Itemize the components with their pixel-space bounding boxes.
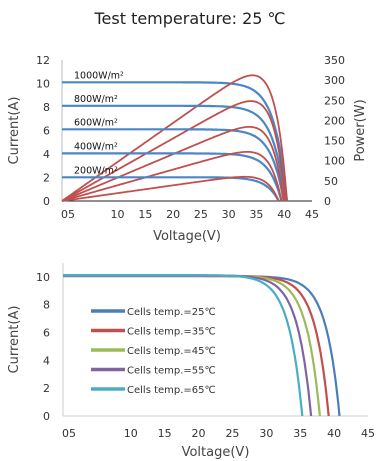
chart-heading: Test temperature: 25 ℃ [94, 9, 286, 28]
y-right-tick-label: 50 [324, 175, 338, 188]
x-tick-label: 10 [124, 427, 138, 440]
x-tick-label: 15 [158, 427, 172, 440]
y-tick-label: 2 [43, 382, 50, 395]
y-left-tick-label: 4 [43, 148, 50, 161]
x-tick-label: 05 [62, 427, 76, 440]
x-tick-label: 30 [259, 427, 273, 440]
x-tick-label: 05 [61, 208, 75, 221]
x-tick-label: 40 [277, 208, 291, 221]
iv-pv-irradiance-chart: 05 10 15 20 25 30 35 40 45 0 2 4 6 8 10 12 0 50 100 150 200 2… [7, 54, 368, 244]
x-tick-label: 10 [111, 208, 125, 221]
y-axis-left-label: Current(A) [7, 97, 22, 165]
legend-label: Cells temp.=55℃ [127, 366, 216, 377]
series-label: 600W/m² [74, 117, 118, 128]
legend-label: Cells temp.=65℃ [127, 385, 216, 396]
current-curve [62, 81, 289, 202]
y-right-tick-label: 0 [324, 195, 331, 208]
x-axis-label: Voltage(V) [182, 445, 250, 460]
series-label: 1000W/m² [74, 70, 124, 81]
temperature-curve [63, 274, 304, 417]
current-curve [62, 128, 285, 202]
y-left-tick-label: 12 [36, 54, 50, 67]
y-left-tick-label: 2 [43, 172, 50, 185]
power-curve [61, 175, 280, 202]
power-curve [61, 151, 283, 202]
x-tick-label: 40 [327, 427, 341, 440]
y-tick-label: 4 [43, 354, 50, 367]
y-tick-label: 8 [43, 299, 50, 312]
x-tick-label: 25 [225, 427, 239, 440]
y-right-tick-label: 350 [324, 54, 345, 67]
power-curve [61, 74, 288, 202]
x-tick-label: 35 [249, 208, 263, 221]
y-right-tick-label: 150 [324, 135, 345, 148]
current-curve [62, 152, 283, 202]
current-curve [62, 176, 280, 202]
legend-label: Cells temp.=25℃ [127, 307, 216, 318]
y-left-tick-label: 8 [43, 101, 50, 114]
y-axis-label: Current(A) [7, 306, 22, 374]
y-left-tick-label: 10 [36, 78, 50, 91]
x-axis-label: Voltage(V) [153, 229, 221, 244]
x-tick-label: 25 [194, 208, 208, 221]
current-curve [62, 104, 287, 202]
x-tick-label: 30 [222, 208, 236, 221]
y-tick-label: 10 [36, 271, 50, 284]
y-right-tick-label: 300 [324, 74, 345, 87]
y-tick-label: 0 [43, 410, 50, 423]
y-tick-label: 6 [43, 327, 50, 340]
y-axis-right-label: Power(W) [353, 99, 368, 161]
y-left-tick-label: 0 [43, 195, 50, 208]
x-tick-label: 45 [361, 427, 375, 440]
series-label: 400W/m² [74, 141, 118, 152]
x-tick-label: 20 [166, 208, 180, 221]
y-right-tick-label: 100 [324, 155, 345, 168]
series-label: 200W/m² [74, 165, 118, 176]
series-label: 800W/m² [74, 94, 118, 105]
y-right-tick-label: 250 [324, 94, 345, 107]
y-left-tick-label: 6 [43, 125, 50, 138]
power-curve [61, 100, 287, 202]
y-right-tick-label: 200 [324, 114, 345, 127]
x-tick-label: 20 [192, 427, 206, 440]
legend-label: Cells temp.=35℃ [127, 327, 216, 338]
x-tick-label: 15 [138, 208, 152, 221]
x-tick-label: 45 [305, 208, 319, 221]
legend-label: Cells temp.=45℃ [127, 346, 216, 357]
x-tick-label: 35 [293, 427, 307, 440]
